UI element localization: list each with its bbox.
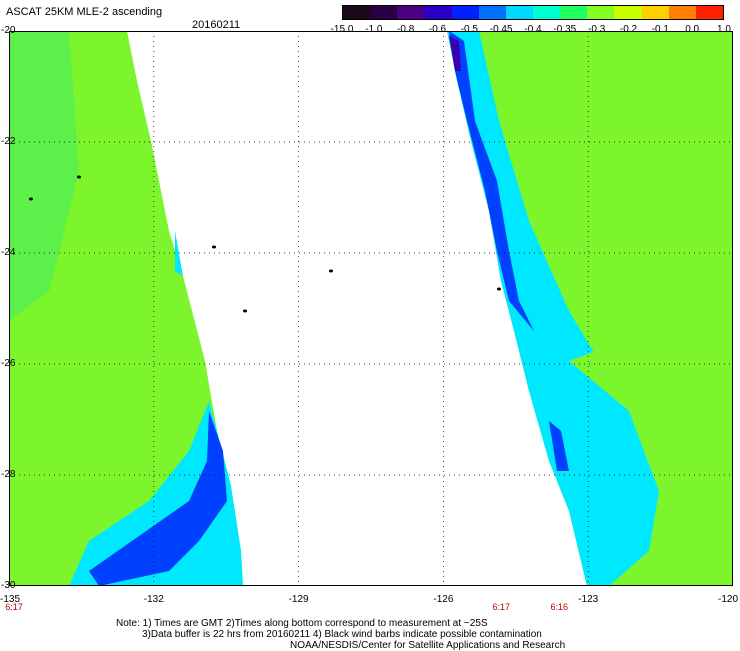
lat-tick-label: -24 [1,247,16,258]
time-label: 6:17 [492,602,511,612]
colorbar-label: -0.45 [489,24,513,35]
lon-tick-label: -132 [143,594,164,605]
wind-map [9,31,733,586]
lon-tick-label: -120 [717,594,739,605]
colorbar-swatch [532,6,561,19]
lon-tick-label: -129 [288,594,309,605]
map-frame [9,31,733,586]
colorbar-swatch [641,6,669,19]
lat-tick-label: -26 [1,358,16,369]
colorbar-label: 1.0 [717,24,731,35]
colorbar-label: -0.4 [524,24,542,35]
map-grid [9,31,733,586]
colorbar-label: 0.0 [685,24,700,35]
colorbar-label: -0.8 [397,24,415,35]
colorbar-swatch [668,6,696,19]
swath-east-cyan [447,31,659,586]
colorbar-swatch [587,6,615,19]
colorbar-label: -0.6 [428,24,447,35]
colorbar-label: -0.2 [619,24,638,35]
lat-tick-label: -22 [1,136,16,147]
colorbar-swatch [560,6,588,19]
colorbar-swatch [397,6,425,19]
colorbar-label: -1.0 [365,24,383,35]
swath-east-blue [449,31,534,331]
colorbar-labels: -15.0 -1.0 -0.8 -0.6 -0.5 -0.45 -0.4 -0.35 -0.3 -… [330,24,740,36]
lat-tick-label: -30 [1,580,16,591]
colorbar-label: -0.5 [460,24,478,35]
colorbar-swatch [370,6,398,19]
colorbar-swatch [343,6,371,19]
chart-title: ASCAT 25KM MLE-2 ascending [6,6,163,18]
time-label: 6:16 [550,602,568,612]
swath-west-edge [175,231,183,276]
colorbar-swatch [505,6,533,19]
lat-tick-label: -28 [1,469,16,480]
colorbar-label: -0.3 [588,24,606,35]
colorbar-label: -0.1 [651,24,669,35]
footnotes: Note: 1) Times are GMT 2)Times along bot… [116,618,565,651]
swath-east-inner [569,331,709,491]
swath-east-blue-2 [549,421,569,471]
colorbar-swatch [478,6,506,19]
colorbar-swatch [424,6,452,19]
island-marker [29,197,33,201]
colorbar-label: -15.0 [330,24,354,35]
island-marker [497,287,501,291]
lat-tick-label: -20 [1,25,16,36]
colorbar-swatch [695,6,723,19]
colorbar-swatch [614,6,642,19]
lon-tick-label: -126 [433,594,454,605]
island-marker [243,309,247,313]
island-marker [77,175,81,179]
note-line-3: NOAA/NESDIS/Center for Satellite Applica… [290,640,566,651]
note-line-1: Note: 1) Times are GMT 2)Times along bot… [116,618,488,629]
colorbar-swatch [451,6,479,19]
lon-tick-label: -123 [578,594,599,605]
swath-west-shade [9,31,79,321]
swath-west-blue [89,411,227,586]
colorbar [342,5,724,20]
island-marker [329,269,333,273]
chart-date: 20160211 [192,19,241,31]
island-marker [212,245,216,249]
colorbar-label: -0.35 [553,24,577,35]
time-label: 6:17 [5,602,23,612]
swath-east-purple [449,36,461,71]
lon-tick-label: -135 [0,594,21,605]
note-line-2: 3)Data buffer is 22 hrs from 20160211 4)… [142,629,542,640]
